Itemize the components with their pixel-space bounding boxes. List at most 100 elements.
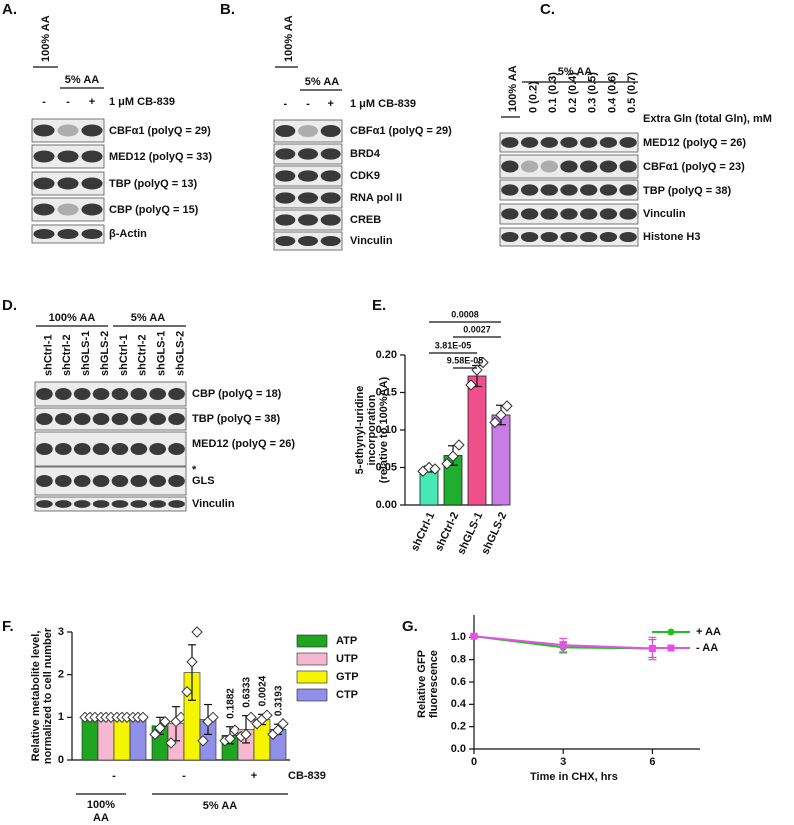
band: [111, 413, 129, 425]
band-label: MED12 (polyQ = 33): [109, 151, 212, 163]
group-label: 5% AA: [131, 312, 165, 324]
data-point: [191, 626, 203, 638]
band: [520, 160, 539, 173]
band: [520, 184, 539, 196]
bar: [113, 717, 131, 761]
data-point: [159, 715, 171, 728]
data-point: [447, 450, 459, 462]
x-axis-label: Time in CHX, hrs: [530, 771, 618, 783]
legend-swatch: [296, 688, 328, 702]
band: [81, 203, 103, 216]
band: [540, 208, 558, 220]
band: [36, 388, 53, 400]
band: [298, 170, 318, 182]
band: [81, 228, 103, 240]
band: [580, 137, 598, 148]
band: [560, 184, 578, 196]
band: [92, 443, 110, 455]
panel-letter: G.: [402, 618, 418, 635]
band: [275, 148, 296, 160]
band: [55, 388, 72, 400]
band-label: MED12 (polyQ = 26): [192, 438, 295, 450]
band: [73, 443, 91, 455]
band-label: TBP (polyQ = 13): [109, 178, 197, 190]
legend-marker: [667, 644, 675, 652]
band-label: BRD4: [350, 148, 381, 160]
band: [57, 124, 79, 137]
group-label: 100% AA: [49, 312, 96, 324]
bar: [491, 414, 511, 506]
panel-letter: F.: [2, 618, 14, 635]
panel-letter: A.: [2, 1, 17, 18]
band: [580, 160, 598, 173]
band: [320, 214, 341, 226]
band: [73, 388, 91, 400]
error-bar: [188, 644, 196, 701]
band: [520, 231, 539, 243]
group-label: 5% AA: [203, 800, 237, 812]
p-value: 0.3193: [274, 685, 285, 716]
band: [599, 137, 618, 148]
band: [168, 475, 185, 487]
band: [111, 475, 129, 487]
band: [580, 184, 598, 196]
data-point: [197, 735, 209, 747]
band: [55, 475, 72, 487]
band: [275, 192, 296, 204]
band: [57, 203, 79, 216]
y-axis-label: Relative GFP: [416, 650, 428, 718]
band: [57, 228, 79, 240]
band: [36, 413, 53, 425]
band: [92, 475, 110, 487]
y-tick-label: 0.2: [451, 721, 466, 733]
band: [36, 475, 53, 487]
band: [560, 137, 578, 148]
band: [501, 184, 519, 196]
data-point: [154, 722, 166, 734]
bar: [81, 717, 99, 761]
lane-label: shGLS-2: [99, 331, 111, 376]
y-axis-label: incorporation: [366, 394, 378, 465]
y-tick-label: 0.20: [376, 349, 397, 361]
band: [619, 184, 637, 196]
band: [149, 388, 166, 400]
group-label: 100% AA: [40, 15, 52, 62]
band: [320, 148, 341, 160]
band: [149, 475, 166, 487]
y-tick-label: 0: [58, 754, 64, 766]
y-tick-label: 1.0: [451, 631, 466, 643]
band: [81, 150, 103, 163]
data-point: [470, 632, 478, 640]
p-value: 0.0024: [258, 675, 269, 706]
data-point: [240, 728, 252, 741]
band: [149, 443, 166, 455]
band: [501, 208, 519, 220]
lane-label: 0.2 (0.4): [567, 72, 579, 113]
band: [298, 214, 318, 226]
lane-mark: -: [306, 98, 310, 110]
band: [619, 208, 637, 220]
group-label: 100% AA: [283, 15, 295, 62]
treatment-label: CB-839: [288, 770, 326, 782]
panel-letter: D.: [2, 297, 17, 314]
band-label: TBP (polyQ = 38): [643, 185, 731, 197]
lane-label: shCtrl-1: [42, 334, 54, 376]
y-tick-label: 0.05: [376, 461, 397, 473]
lane-label: shGLS-1: [80, 331, 92, 376]
lane-mark: -: [42, 96, 46, 108]
data-point: [277, 718, 289, 730]
band-label: Vinculin: [192, 498, 235, 510]
data-point: [477, 356, 489, 369]
band: [73, 413, 91, 425]
band: [540, 160, 558, 173]
data-point: [181, 686, 193, 698]
band: [168, 413, 185, 425]
legend-swatch: [296, 634, 328, 648]
band: [298, 148, 318, 160]
blot-strip: [34, 407, 187, 431]
data-point: [165, 737, 177, 749]
band: [275, 170, 296, 182]
band-label: β-Actin: [109, 228, 147, 240]
band: [36, 443, 53, 455]
band: [580, 231, 598, 243]
